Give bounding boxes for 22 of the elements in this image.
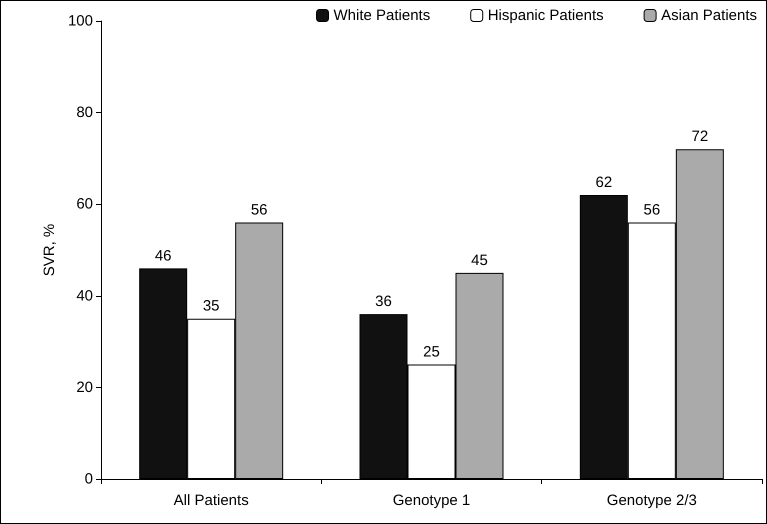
data-label: 72 (691, 128, 708, 146)
data-label: 45 (471, 252, 488, 269)
x-tick-label: Genotype 2/3 (606, 492, 697, 509)
legend-label: Hispanic Patients (488, 7, 604, 24)
legend-label: White Patients (334, 7, 430, 24)
data-label: 46 (154, 247, 172, 264)
y-tick-label: 100 (68, 12, 93, 30)
data-label: 56 (643, 202, 660, 219)
y-tick-label: 0 (84, 470, 93, 488)
y-tick-label: 40 (76, 287, 93, 304)
y-tick-label: 80 (76, 104, 93, 122)
data-label: 62 (595, 174, 612, 192)
data-label: 35 (202, 298, 220, 315)
data-label: 36 (375, 293, 392, 310)
y-axis-title: SVR, % (41, 224, 58, 276)
data-label: 25 (423, 344, 440, 360)
x-tick-label: All Patients (174, 492, 249, 509)
data-label: 56 (250, 202, 268, 219)
x-tick-label: Genotype 1 (392, 492, 470, 509)
y-tick-label: 60 (76, 196, 93, 213)
legend-label: Asian Patients (661, 7, 757, 24)
y-tick-label: 20 (76, 378, 93, 396)
